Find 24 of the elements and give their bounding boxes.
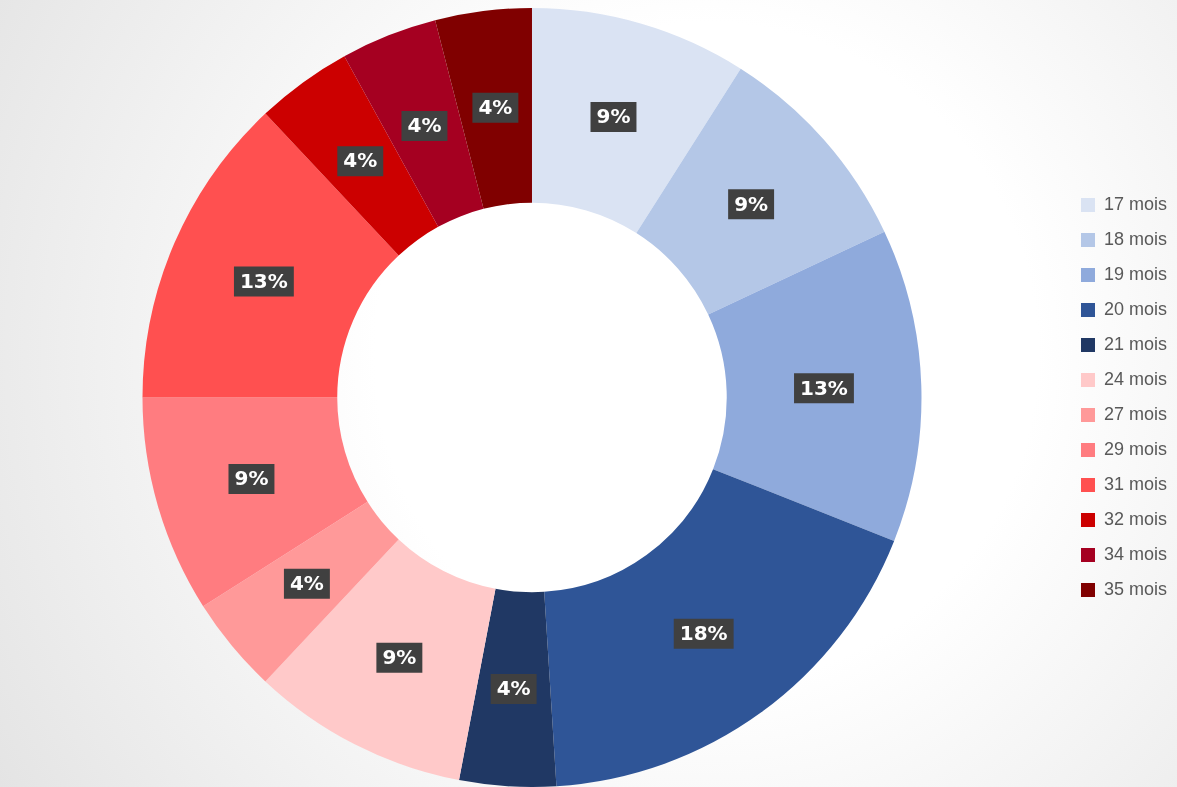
legend-label: 34 mois	[1103, 543, 1167, 564]
data-label: 4%	[289, 570, 324, 595]
data-label: 13%	[800, 375, 848, 400]
legend-label: 27 mois	[1103, 403, 1167, 424]
data-label: 4%	[478, 94, 513, 119]
data-label: 9%	[596, 104, 631, 129]
data-label: 4%	[407, 113, 442, 138]
legend-label: 19 mois	[1103, 263, 1167, 284]
legend-label: 32 mois	[1103, 508, 1167, 529]
legend-label: 35 mois	[1103, 578, 1167, 599]
data-label: 9%	[382, 644, 417, 669]
data-label: 9%	[734, 191, 769, 216]
data-label: 13%	[239, 268, 288, 293]
legend-label: 17 mois	[1103, 193, 1167, 214]
legend-label: 29 mois	[1103, 438, 1167, 459]
legend-label: 18 mois	[1103, 228, 1167, 249]
data-label: 18%	[679, 621, 728, 646]
legend-label: 31 mois	[1103, 473, 1167, 494]
legend-label: 20 mois	[1103, 298, 1167, 319]
data-label: 4%	[343, 148, 378, 173]
data-label: 9%	[234, 466, 269, 491]
legend-label: 21 mois	[1103, 333, 1167, 354]
data-label: 4%	[496, 676, 531, 701]
legend-label: 24 mois	[1103, 368, 1167, 389]
